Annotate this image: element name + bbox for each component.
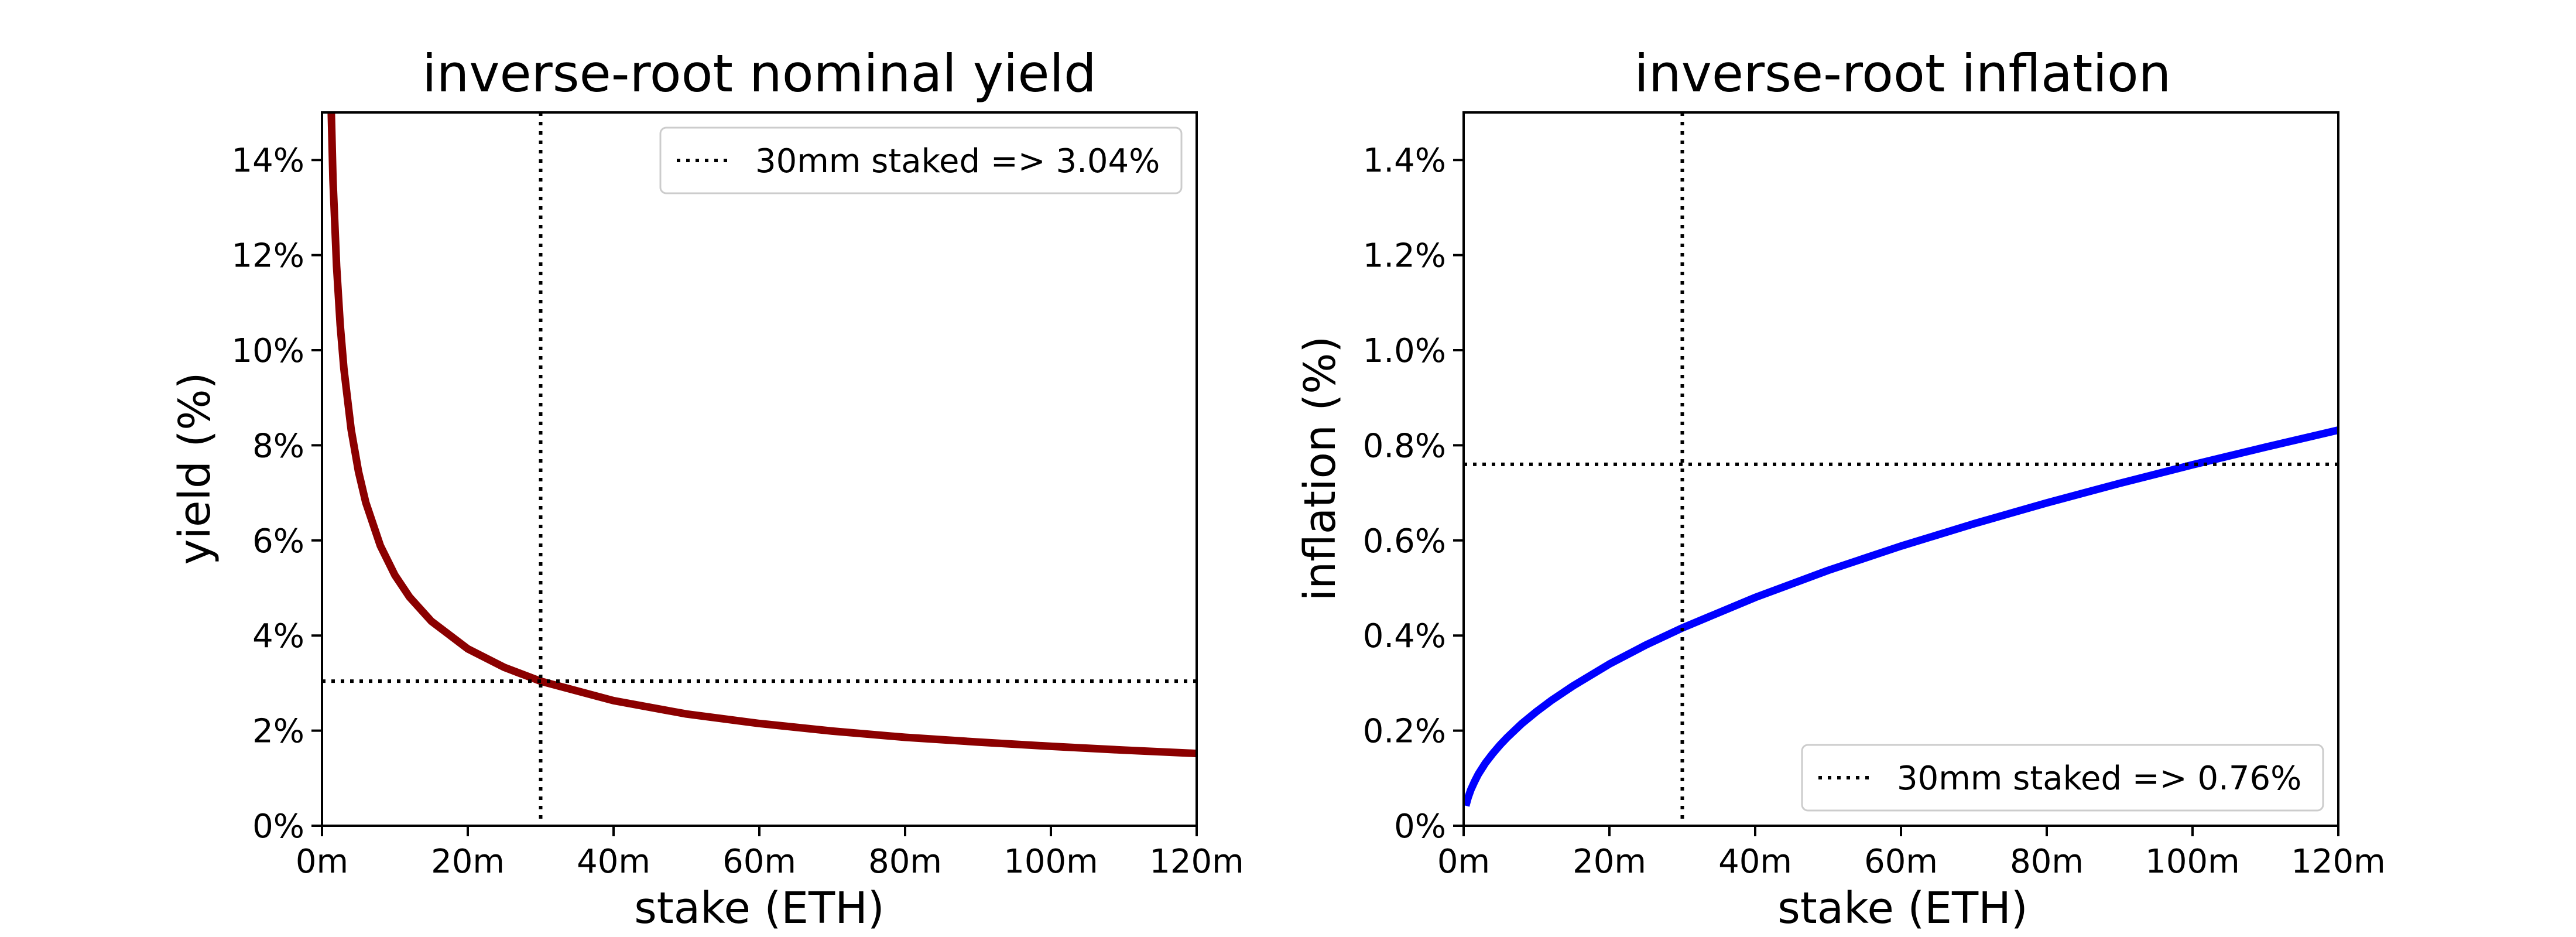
- chart-title: inverse-root nominal yield: [422, 43, 1097, 104]
- y-tick-label: 1.4%: [1363, 142, 1446, 180]
- y-tick-label: 10%: [232, 332, 304, 370]
- y-axis-label: inflation (%): [1295, 336, 1345, 601]
- x-tick-label: 60m: [1864, 843, 1938, 881]
- chart-title: inverse-root inflation: [1635, 43, 2171, 104]
- x-tick-label: 80m: [868, 843, 942, 881]
- plot-area: 0m 20m 40m 60m 80m 100m 120m 0% 2% 4% 6% 8% 10% 12% 14…: [232, 111, 1244, 881]
- x-tick-label: 0m: [1437, 843, 1490, 881]
- legend-box: [1801, 744, 2324, 812]
- y-tick-label: 4%: [252, 617, 304, 655]
- legend: 30mm staked => 3.04%: [659, 126, 1183, 194]
- legend-label: 30mm staked => 0.76%: [1897, 760, 2301, 798]
- y-tick-label: 12%: [232, 237, 304, 275]
- y-tick-label: 0%: [1394, 808, 1446, 846]
- y-tick-label: 1.2%: [1363, 237, 1446, 275]
- plot-area: 0m 20m 40m 60m 80m 100m 120m 0% 0.2% 0.4% 0.6% 0.8%…: [1363, 111, 2386, 881]
- y-tick-label: 0.4%: [1363, 617, 1446, 655]
- y-tick-label: 0.6%: [1363, 522, 1446, 560]
- y-tick-label: 14%: [232, 142, 304, 180]
- y-tick-label: 0.2%: [1363, 713, 1446, 751]
- x-axis-label: stake (ETH): [1777, 883, 2028, 933]
- x-tick-label: 80m: [2010, 843, 2084, 881]
- x-tick-label: 0m: [296, 843, 348, 881]
- x-tick-label: 20m: [431, 843, 505, 881]
- legend-label: 30mm staked => 3.04%: [755, 142, 1160, 180]
- legend-box: [659, 126, 1183, 194]
- y-axis-label: yield (%): [170, 372, 220, 565]
- y-tick-label: 2%: [252, 713, 304, 751]
- y-tick-label: 1.0%: [1363, 332, 1446, 370]
- series-line: [327, 112, 1197, 758]
- series-line: [1464, 426, 2338, 807]
- x-tick-label: 120m: [1149, 843, 1244, 881]
- x-tick-label: 40m: [1718, 843, 1792, 881]
- x-tick-label: 100m: [1003, 843, 1098, 881]
- x-tick-label: 40m: [577, 843, 650, 881]
- x-axis-label: stake (ETH): [634, 883, 885, 933]
- x-tick-label: 20m: [1573, 843, 1646, 881]
- x-tick-label: 100m: [2145, 843, 2239, 881]
- x-tick-label: 120m: [2291, 843, 2385, 881]
- inflation-panel: inverse-root inflation stake (ETH) infla…: [1295, 43, 2386, 933]
- legend: 30mm staked => 0.76%: [1801, 744, 2324, 812]
- yield-panel: inverse-root nominal yield stake (ETH) y…: [170, 43, 1244, 933]
- y-tick-label: 0%: [252, 808, 304, 846]
- y-tick-label: 6%: [252, 522, 304, 560]
- y-tick-label: 0.8%: [1363, 427, 1446, 465]
- x-tick-label: 60m: [722, 843, 796, 881]
- y-tick-label: 8%: [252, 427, 304, 465]
